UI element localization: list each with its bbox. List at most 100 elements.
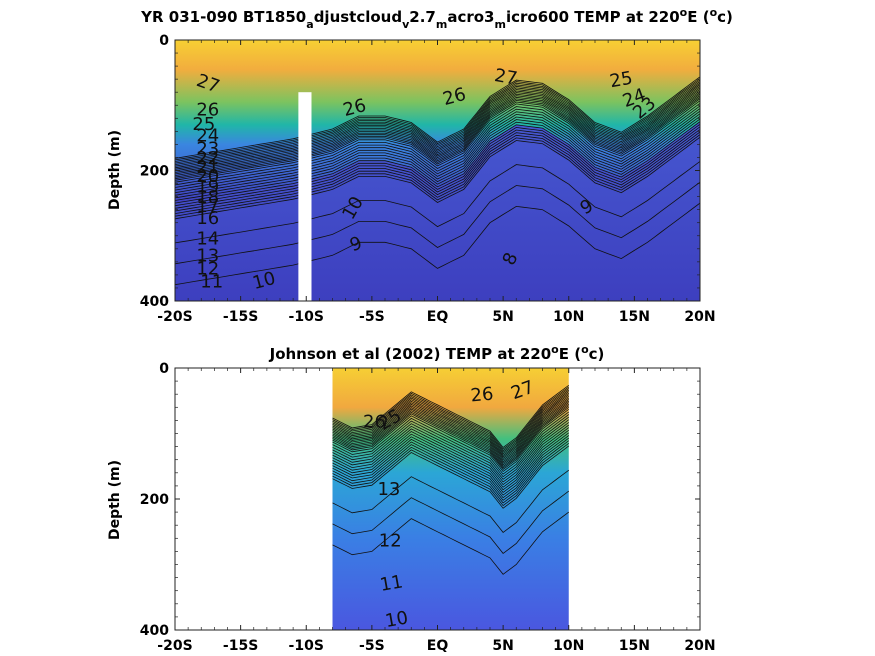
contour-label: 20 <box>196 166 219 187</box>
top-title: YR 031-090 BT1850adjustcloudv2.7macro3mi… <box>140 6 733 31</box>
contour-line <box>332 490 570 554</box>
contour-line <box>332 440 570 504</box>
contour-label: 12 <box>379 531 402 552</box>
x-tick-label: 10N <box>553 638 584 654</box>
top-x-ticks: -20S -15S -10S -5S EQ 5N 10N 15N 20N <box>157 40 716 325</box>
bottom-panel: Johnson et al (2002) TEMP at 220oE (oc) … <box>107 343 716 654</box>
contour-line <box>175 202 700 286</box>
contour-line <box>175 92 700 175</box>
contour-label: 13 <box>196 246 219 267</box>
contour-line <box>175 126 700 209</box>
contour-line <box>332 419 570 483</box>
bottom-y-ticks: 0 200 400 <box>140 361 700 639</box>
contour-line <box>175 76 700 159</box>
contour-line <box>175 79 700 162</box>
contour-label: 26 <box>470 384 495 407</box>
top-mask <box>298 92 312 301</box>
y-tick-label: 0 <box>159 361 169 377</box>
x-tick-label: -5S <box>359 309 385 325</box>
contour-label: 13 <box>377 479 400 500</box>
x-tick-label: 10N <box>553 309 584 325</box>
contour-line <box>175 84 700 167</box>
contour-line <box>332 511 570 575</box>
x-tick-label: EQ <box>427 638 449 654</box>
contour-line <box>175 110 700 194</box>
contour-label: 24 <box>196 126 219 147</box>
contour-line <box>175 96 700 180</box>
contour-line <box>175 181 700 265</box>
contour-line <box>332 445 570 509</box>
contour-line <box>332 416 570 480</box>
x-tick-label: 15N <box>619 309 650 325</box>
bottom-contours <box>332 384 570 575</box>
contour-line <box>175 98 700 181</box>
x-tick-label: EQ <box>427 309 449 325</box>
contour-line <box>175 108 700 191</box>
x-tick-label: 5N <box>492 309 513 325</box>
contour-line <box>332 392 570 456</box>
contour-line <box>175 129 700 212</box>
contour-line <box>332 391 570 455</box>
contour-label: 25 <box>192 114 215 135</box>
contour-line <box>332 411 570 475</box>
contour-line <box>175 93 700 176</box>
contour-label: 27 <box>493 65 519 90</box>
contour-label: 23 <box>196 139 219 160</box>
contour-line <box>175 118 700 201</box>
contour-line <box>332 437 570 501</box>
contour-line <box>332 395 570 460</box>
contour-line <box>332 424 570 488</box>
y-tick-label: 400 <box>140 294 169 310</box>
contour-line <box>332 427 570 491</box>
x-tick-label: -10S <box>289 638 324 654</box>
contour-line <box>332 394 570 458</box>
contour-line <box>332 408 570 473</box>
y-tick-label: 200 <box>140 164 169 180</box>
contour-line <box>332 403 570 467</box>
contour-line <box>332 406 570 471</box>
contour-label: 10 <box>384 607 410 632</box>
contour-line <box>332 429 570 493</box>
y-tick-label: 0 <box>159 33 169 49</box>
contour-line <box>175 113 700 196</box>
contour-label: 26 <box>363 411 386 432</box>
contour-line <box>332 405 570 469</box>
x-tick-label: -10S <box>289 309 324 325</box>
contour-line <box>175 121 700 204</box>
y-tick-label: 200 <box>140 492 169 508</box>
contour-line <box>332 414 570 478</box>
contour-line <box>332 469 570 533</box>
x-tick-label: -5S <box>359 638 385 654</box>
contour-line <box>332 432 570 496</box>
contour-line <box>332 402 570 466</box>
x-tick-label: 20N <box>684 638 715 654</box>
contour-line <box>332 399 570 463</box>
contour-line <box>175 131 700 214</box>
contour-label: 14 <box>196 229 219 250</box>
contour-line <box>332 435 570 499</box>
contour-line <box>332 388 570 452</box>
top-y-label: Depth (m) <box>107 130 123 210</box>
x-tick-label: 20N <box>684 309 715 325</box>
contour-line <box>332 422 570 486</box>
contour-line <box>175 105 700 188</box>
bottom-field <box>332 368 569 630</box>
contour-line <box>332 400 570 464</box>
top-y-ticks: 0 200 400 <box>140 33 700 310</box>
contour-label: 19 <box>196 176 219 197</box>
contour-label: 22 <box>196 148 219 169</box>
contour-label: 11 <box>378 571 404 596</box>
x-tick-label: -15S <box>223 309 258 325</box>
contour-line <box>175 85 700 169</box>
contour-label: 25 <box>608 68 634 93</box>
x-tick-label: -20S <box>157 309 192 325</box>
top-panel: YR 031-090 BT1850adjustcloudv2.7macro3mi… <box>107 6 733 325</box>
contour-line <box>175 88 700 172</box>
top-contours <box>175 76 700 286</box>
contour-line <box>175 136 700 220</box>
contour-line <box>175 82 700 165</box>
contour-line <box>332 397 570 461</box>
contour-line <box>175 95 700 178</box>
bottom-data-region <box>332 368 569 630</box>
